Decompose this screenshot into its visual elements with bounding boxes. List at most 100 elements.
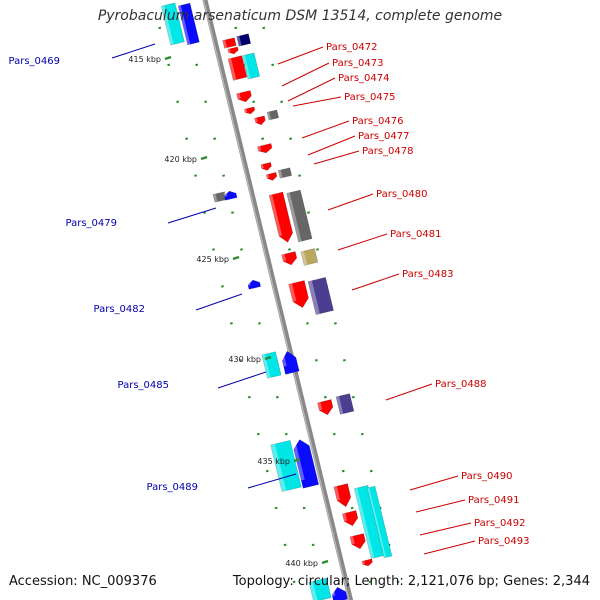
gene-arrow-highlight xyxy=(244,108,248,113)
gene-arrow-highlight xyxy=(261,354,271,379)
gene-arrow-highlight xyxy=(361,560,365,565)
gene-feature xyxy=(223,190,238,201)
gene-arrow xyxy=(177,2,200,46)
tick-mark xyxy=(200,155,208,161)
gene-feature xyxy=(257,143,273,154)
tick-label: 435 kbp xyxy=(257,457,290,466)
gene-feature xyxy=(243,106,256,115)
leader-line xyxy=(111,43,156,59)
gene-arrow-highlight xyxy=(270,443,287,492)
leader-line xyxy=(195,293,243,311)
gene-arrow-highlight xyxy=(308,581,318,600)
gene-feature xyxy=(265,172,278,181)
tick-mark xyxy=(293,457,301,463)
gene-feature xyxy=(261,351,282,379)
gene-arrow xyxy=(277,167,293,179)
leader-line xyxy=(327,193,374,211)
label-leaders xyxy=(111,43,476,555)
gene-feature xyxy=(236,90,252,103)
leader-line xyxy=(385,383,433,401)
gene-arrow xyxy=(331,586,348,600)
leader-line xyxy=(409,475,459,491)
genome-backbone-highlight xyxy=(202,0,350,600)
gene-label: Pars_0469 xyxy=(9,56,60,67)
gene-feature xyxy=(212,191,227,203)
gene-feature xyxy=(361,558,373,567)
gene-arrow xyxy=(281,350,300,375)
gene-label: Pars_0474 xyxy=(338,73,389,84)
tick-mark xyxy=(232,255,240,261)
gene-feature xyxy=(349,533,366,550)
leader-line xyxy=(415,499,466,513)
gene-arrow xyxy=(241,52,261,80)
gene-arrow-highlight xyxy=(367,487,387,558)
gene-arrow-highlight xyxy=(330,588,336,597)
gene-arrow xyxy=(333,483,352,508)
gene-arrow xyxy=(266,109,280,121)
gene-label: Pars_0477 xyxy=(358,131,409,142)
gene-arrow xyxy=(335,393,355,415)
gene-feature xyxy=(280,350,300,375)
leader-line xyxy=(217,371,267,389)
gene-arrow-highlight xyxy=(242,55,251,80)
gene-arrow-highlight xyxy=(342,513,348,522)
gene-arrow xyxy=(227,55,248,81)
gene-feature xyxy=(241,52,261,80)
gene-feature xyxy=(342,510,359,527)
gene-label: Pars_0491 xyxy=(468,495,519,506)
gene-arrow xyxy=(224,190,238,201)
gene-feature xyxy=(236,33,252,47)
gene-feature xyxy=(222,37,237,49)
backbone-layer xyxy=(202,0,354,600)
tick-mark xyxy=(264,355,272,361)
gene-arrow xyxy=(243,106,256,115)
gene-arrow xyxy=(286,189,313,243)
gene-feature xyxy=(286,189,313,243)
gene-arrow-highlight xyxy=(308,280,320,315)
gene-arrow-highlight xyxy=(260,164,264,169)
gene-arrow-highlight xyxy=(278,169,283,179)
gene-features xyxy=(160,2,393,600)
gene-arrow xyxy=(254,115,266,126)
leader-line xyxy=(247,473,297,489)
gene-arrow xyxy=(366,485,393,559)
gene-feature xyxy=(254,115,266,126)
gene-arrow-highlight xyxy=(317,402,323,411)
gene-feature xyxy=(317,399,334,416)
gene-feature xyxy=(335,393,355,415)
tick-label: 415 kbp xyxy=(128,55,161,64)
gene-feature xyxy=(266,109,280,121)
gene-arrow xyxy=(236,90,252,103)
gene-arrow xyxy=(281,251,298,266)
gene-arrow-highlight xyxy=(288,283,297,302)
gene-arrow xyxy=(160,2,185,46)
leader-line xyxy=(313,150,360,165)
gene-arrow-highlight xyxy=(349,536,355,545)
gene-label: Pars_0489 xyxy=(147,482,198,493)
gene-arrow xyxy=(257,143,273,154)
tick-mark xyxy=(164,55,172,61)
gene-arrow-highlight xyxy=(212,193,218,203)
gene-arrow-highlight xyxy=(228,58,237,81)
gene-arrow xyxy=(222,37,237,49)
leader-line xyxy=(287,77,336,102)
gene-labels: Pars_0469 Pars_0472 Pars_0473 Pars_0474 Pars… xyxy=(9,42,530,547)
gene-feature xyxy=(300,248,319,266)
gene-feature xyxy=(268,191,293,243)
gene-arrow-highlight xyxy=(257,146,262,152)
gene-arrow xyxy=(361,558,373,567)
gene-arrow xyxy=(342,510,359,527)
gene-arrow-highlight xyxy=(223,191,228,197)
gene-arrow xyxy=(236,33,252,47)
leader-line xyxy=(351,273,400,291)
gene-label: Pars_0478 xyxy=(362,146,413,157)
gene-arrow-highlight xyxy=(269,194,283,237)
gene-arrow-highlight xyxy=(222,39,228,49)
gene-arrow-highlight xyxy=(236,93,241,100)
gene-label: Pars_0481 xyxy=(390,229,441,240)
gene-arrow xyxy=(260,162,272,171)
leader-line xyxy=(337,233,388,251)
gene-arrow xyxy=(307,276,334,316)
gene-feature xyxy=(307,276,334,316)
